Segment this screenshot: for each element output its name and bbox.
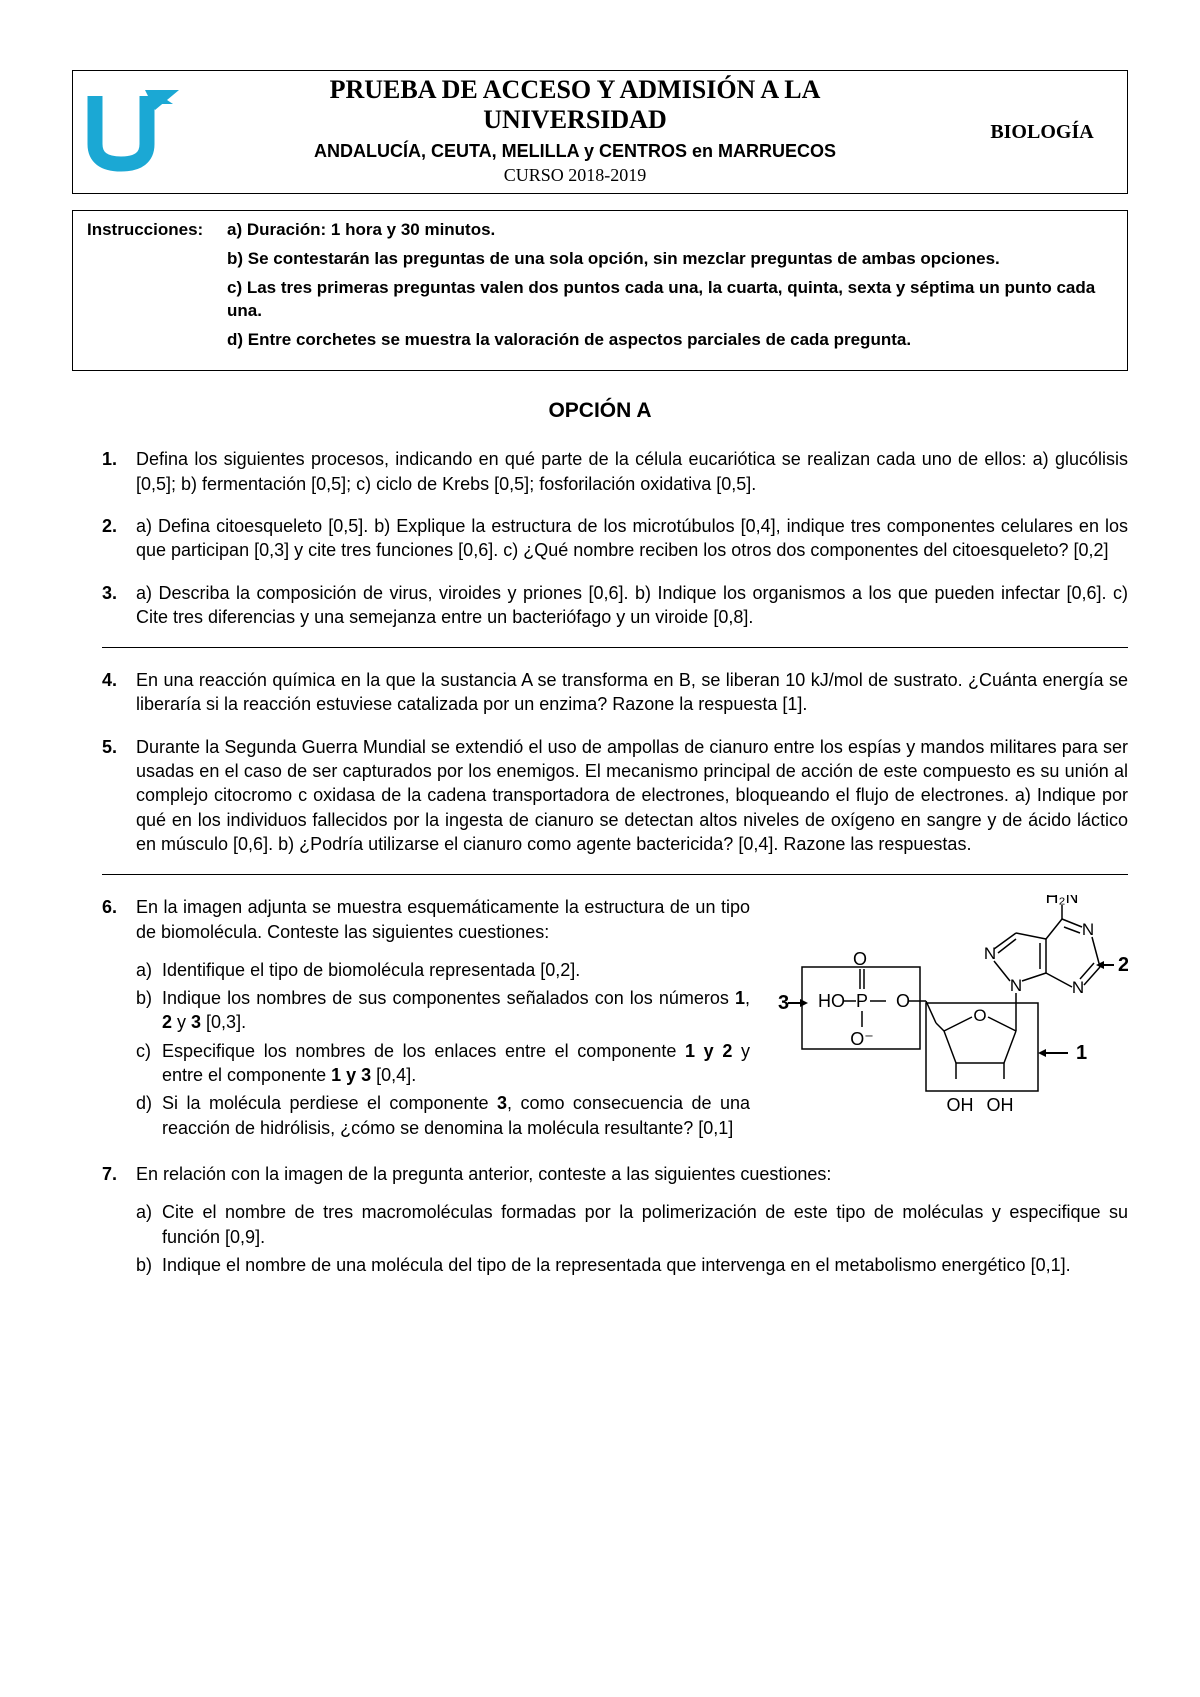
nucleotide-diagram-icon: O HO P O O⁻ 3 (768, 895, 1128, 1135)
subject-cell: BIOLOGÍA (957, 71, 1127, 193)
q4-text: En una reacción química en la que la sus… (136, 668, 1128, 717)
instruction-c: c) Las tres primeras preguntas valen dos… (227, 277, 1113, 323)
title-cell: PRUEBA DE ACCESO Y ADMISIÓN A LA UNIVERS… (193, 71, 957, 193)
option-heading: OPCIÓN A (72, 397, 1128, 425)
svg-text:H₂N: H₂N (1046, 895, 1079, 907)
svg-text:P: P (856, 991, 868, 1011)
instructions-body: a) Duración: 1 hora y 30 minutos. b) Se … (227, 219, 1113, 358)
q2-number: 2. (102, 514, 136, 563)
q7-a: a) Cite el nombre de tres macromoléculas… (136, 1200, 1128, 1249)
logo-cell (73, 71, 193, 193)
q1-number: 1. (102, 447, 136, 496)
questions-list-3: 6. En la imagen adjunta se muestra esque… (72, 895, 1128, 1281)
svg-text:O⁻: O⁻ (850, 1029, 874, 1049)
q6-intro: En la imagen adjunta se muestra esquemát… (136, 895, 750, 944)
svg-text:OH: OH (987, 1095, 1014, 1115)
instructions-box: Instrucciones: a) Duración: 1 hora y 30 … (72, 210, 1128, 371)
questions-list: 1. Defina los siguientes procesos, indic… (72, 447, 1128, 629)
svg-text:OH: OH (947, 1095, 974, 1115)
svg-text:N: N (1072, 978, 1084, 997)
q7-b: b) Indique el nombre de una molécula del… (136, 1253, 1128, 1277)
instruction-d: d) Entre corchetes se muestra la valorac… (227, 329, 1113, 352)
exam-course: CURSO 2018-2019 (203, 163, 947, 187)
svg-text:N: N (1082, 920, 1094, 939)
q1-text: Defina los siguientes procesos, indicand… (136, 447, 1128, 496)
q3-text: a) Describa la composición de virus, vir… (136, 581, 1128, 630)
q6-a: a) Identifique el tipo de biomolécula re… (136, 958, 750, 982)
q7-sublist: a) Cite el nombre de tres macromoléculas… (136, 1200, 1128, 1277)
q3-number: 3. (102, 581, 136, 630)
q6-figure: O HO P O O⁻ 3 (768, 895, 1128, 1141)
svg-text:N: N (984, 944, 996, 963)
question-4: 4. En una reacción química en la que la … (102, 668, 1128, 717)
svg-text:O: O (896, 991, 910, 1011)
q7-intro: En relación con la imagen de la pregunta… (136, 1162, 1128, 1186)
q5-text: Durante la Segunda Guerra Mundial se ext… (136, 735, 1128, 856)
q6-number: 6. (102, 895, 136, 1144)
instructions-label: Instrucciones: (87, 219, 227, 358)
exam-title-line1: PRUEBA DE ACCESO Y ADMISIÓN A LA (203, 75, 947, 105)
exam-header: PRUEBA DE ACCESO Y ADMISIÓN A LA UNIVERS… (72, 70, 1128, 194)
svg-text:O: O (973, 1006, 986, 1025)
svg-text:N: N (1010, 976, 1022, 995)
svg-text:3: 3 (778, 992, 789, 1014)
divider-1 (102, 647, 1128, 648)
exam-title-line2: UNIVERSIDAD (203, 105, 947, 135)
question-7: 7. En relación con la imagen de la pregu… (102, 1162, 1128, 1281)
question-2: 2. a) Defina citoesqueleto [0,5]. b) Exp… (102, 514, 1128, 563)
divider-2 (102, 874, 1128, 875)
q6-b: b) Indique los nombres de sus componente… (136, 986, 750, 1035)
q6-d: d) Si la molécula perdiese el componente… (136, 1091, 750, 1140)
exam-subtitle: ANDALUCÍA, CEUTA, MELILLA y CENTROS en M… (203, 139, 947, 163)
question-3: 3. a) Describa la composición de virus, … (102, 581, 1128, 630)
svg-text:HO: HO (818, 991, 845, 1011)
university-logo-icon (83, 88, 183, 176)
questions-list-2: 4. En una reacción química en la que la … (72, 668, 1128, 856)
q6-sublist: a) Identifique el tipo de biomolécula re… (136, 958, 750, 1140)
question-5: 5. Durante la Segunda Guerra Mundial se … (102, 735, 1128, 856)
q6-c: c) Especifique los nombres de los enlace… (136, 1039, 750, 1088)
q6-text-col: En la imagen adjunta se muestra esquemát… (136, 895, 750, 1144)
question-1: 1. Defina los siguientes procesos, indic… (102, 447, 1128, 496)
svg-text:O: O (853, 949, 867, 969)
instruction-b: b) Se contestarán las preguntas de una s… (227, 248, 1113, 271)
question-6: 6. En la imagen adjunta se muestra esque… (102, 895, 1128, 1144)
svg-text:1: 1 (1076, 1042, 1087, 1064)
svg-text:2: 2 (1118, 954, 1128, 976)
q2-text: a) Defina citoesqueleto [0,5]. b) Expliq… (136, 514, 1128, 563)
instruction-a: a) Duración: 1 hora y 30 minutos. (227, 219, 1113, 242)
q5-number: 5. (102, 735, 136, 856)
q4-number: 4. (102, 668, 136, 717)
q7-number: 7. (102, 1162, 136, 1281)
